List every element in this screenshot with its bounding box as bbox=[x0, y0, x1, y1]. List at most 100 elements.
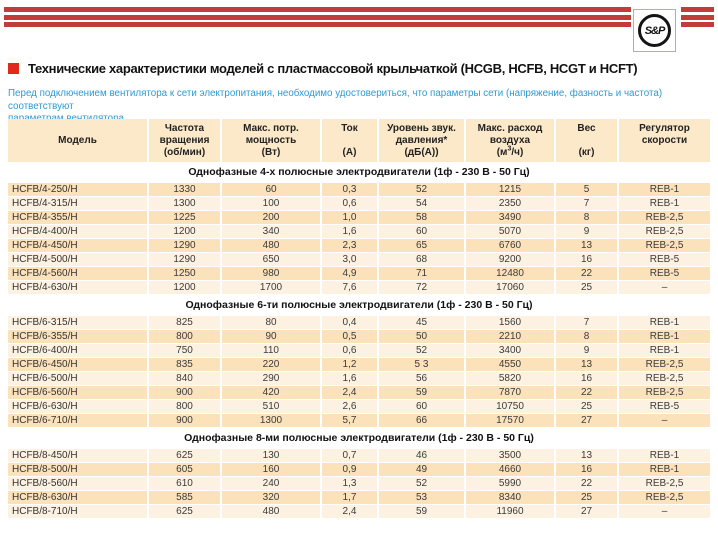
cell-airflow: 1215 bbox=[466, 183, 556, 196]
table-row: HCFB/8-500/H 605 160 0,9 49 4660 16 REB-1 bbox=[8, 463, 710, 477]
column-header-rpm: Частота вращения (об/мин) bbox=[149, 119, 222, 162]
cell-current: 4,9 bbox=[322, 267, 379, 280]
cell-current: 1,2 bbox=[322, 358, 379, 371]
cell-airflow: 3500 bbox=[466, 449, 556, 462]
cell-regulator: REB-2,5 bbox=[619, 358, 710, 371]
table-row: HCFB/4-400/H 1200 340 1,6 60 5070 9 REB-2,5 bbox=[8, 225, 710, 239]
red-stripe bbox=[4, 22, 631, 27]
cell-airflow: 5990 bbox=[466, 477, 556, 490]
cell-regulator: REB-1 bbox=[619, 330, 710, 343]
red-stripe bbox=[4, 7, 631, 12]
table-row: HCFB/8-710/H 625 480 2,4 59 11960 27– bbox=[8, 505, 710, 519]
sp-logo-text: S&P bbox=[644, 24, 666, 37]
cell-noise: 52 bbox=[379, 183, 466, 196]
cell-noise: 52 bbox=[379, 477, 466, 490]
cell-power: 110 bbox=[222, 344, 322, 357]
column-header-power: Макс. потр. мощность (Вт) bbox=[222, 119, 322, 162]
cell-current: 2,6 bbox=[322, 400, 379, 413]
cell-noise: 60 bbox=[379, 400, 466, 413]
cell-rpm: 835 bbox=[149, 358, 222, 371]
cell-power: 980 bbox=[222, 267, 322, 280]
cell-regulator: – bbox=[619, 505, 710, 518]
cell-model: HCFB/8-500/H bbox=[8, 463, 149, 476]
cell-noise: 58 bbox=[379, 211, 466, 224]
red-stripe bbox=[681, 7, 714, 12]
cell-model: HCFB/4-355/H bbox=[8, 211, 149, 224]
cell-rpm: 1200 bbox=[149, 225, 222, 238]
cell-regulator: REB-2,5 bbox=[619, 491, 710, 504]
cell-current: 0,6 bbox=[322, 344, 379, 357]
cell-model: HCFB/6-710/H bbox=[8, 414, 149, 427]
column-header-line: (А) bbox=[342, 147, 357, 158]
column-header-line: Регулятор bbox=[639, 123, 690, 134]
cell-model: HCFB/6-450/H bbox=[8, 358, 149, 371]
section-group-header: Однофазные 8-ми полюсные электродвигател… bbox=[8, 428, 710, 449]
cell-model: HCFB/4-500/H bbox=[8, 253, 149, 266]
cell-model: HCFB/4-400/H bbox=[8, 225, 149, 238]
table-row: HCFB/8-560/H 610 240 1,3 52 5990 22 REB-2,5 bbox=[8, 477, 710, 491]
cell-noise: 52 bbox=[379, 344, 466, 357]
cell-noise: 59 bbox=[379, 505, 466, 518]
cell-power: 340 bbox=[222, 225, 322, 238]
cell-model: HCFB/8-560/H bbox=[8, 477, 149, 490]
cell-weight: 5 bbox=[556, 183, 619, 196]
column-header-line: Частота bbox=[164, 123, 205, 134]
cell-current: 1,6 bbox=[322, 225, 379, 238]
cell-rpm: 1200 bbox=[149, 281, 222, 294]
warning-notice-line2: параметрам вентилятора. bbox=[8, 113, 712, 126]
table-row: HCFB/6-355/H 800 90 0,5 50 2210 8 REB-1 bbox=[8, 330, 710, 344]
cell-weight: 25 bbox=[556, 491, 619, 504]
cell-airflow: 6760 bbox=[466, 239, 556, 252]
cell-noise: 65 bbox=[379, 239, 466, 252]
cell-current: 0,9 bbox=[322, 463, 379, 476]
cell-weight: 27 bbox=[556, 414, 619, 427]
page-title: Технические характеристики моделей с пла… bbox=[28, 61, 638, 76]
cell-airflow: 4660 bbox=[466, 463, 556, 476]
table-row: HCFB/6-450/H 835 220 1,2 5 3 4550 13 REB-2,5 bbox=[8, 358, 710, 372]
red-stripe bbox=[4, 14, 631, 20]
cell-rpm: 825 bbox=[149, 316, 222, 329]
cell-model: HCFB/4-250/H bbox=[8, 183, 149, 196]
cell-airflow: 11960 bbox=[466, 505, 556, 518]
cell-airflow: 8340 bbox=[466, 491, 556, 504]
column-header-line: давления* bbox=[395, 135, 448, 146]
cell-current: 5,7 bbox=[322, 414, 379, 427]
cell-current: 2,3 bbox=[322, 239, 379, 252]
cell-rpm: 900 bbox=[149, 414, 222, 427]
cell-rpm: 1225 bbox=[149, 211, 222, 224]
cell-weight: 9 bbox=[556, 344, 619, 357]
cell-power: 510 bbox=[222, 400, 322, 413]
cell-weight: 22 bbox=[556, 267, 619, 280]
cell-regulator: REB-2,5 bbox=[619, 477, 710, 490]
table-row: HCFB/6-315/H 825 80 0,4 45 1560 7 REB-1 bbox=[8, 316, 710, 330]
section-group-header: Однофазные 6-ти полюсные электродвигател… bbox=[8, 295, 710, 316]
warning-notice: Перед подключением вентилятора к сети эл… bbox=[8, 88, 712, 126]
column-header-line: скорости bbox=[641, 135, 688, 146]
cell-rpm: 900 bbox=[149, 386, 222, 399]
cell-power: 420 bbox=[222, 386, 322, 399]
cell-current: 1,6 bbox=[322, 372, 379, 385]
column-header-line: Уровень звук. bbox=[387, 123, 456, 134]
cell-current: 0,3 bbox=[322, 183, 379, 196]
cell-power: 130 bbox=[222, 449, 322, 462]
cell-regulator: REB-1 bbox=[619, 316, 710, 329]
cell-noise: 46 bbox=[379, 449, 466, 462]
column-header-airflow: Макс. расход воздуха (м3/ч) bbox=[466, 119, 556, 162]
cell-weight: 22 bbox=[556, 386, 619, 399]
column-header-line: (Вт) bbox=[261, 147, 281, 158]
table-row: HCFB/6-710/H 900 1300 5,7 66 17570 27– bbox=[8, 414, 710, 428]
cell-regulator: REB-5 bbox=[619, 253, 710, 266]
cell-rpm: 800 bbox=[149, 400, 222, 413]
cell-airflow: 2210 bbox=[466, 330, 556, 343]
cell-weight: 13 bbox=[556, 449, 619, 462]
cell-power: 200 bbox=[222, 211, 322, 224]
cell-weight: 7 bbox=[556, 316, 619, 329]
table-header-row: Модель Частота вращения (об/мин) Макс. потр.… bbox=[8, 119, 710, 162]
cell-current: 1,3 bbox=[322, 477, 379, 490]
cell-noise: 54 bbox=[379, 197, 466, 210]
cell-power: 320 bbox=[222, 491, 322, 504]
cell-noise: 50 bbox=[379, 330, 466, 343]
cell-model: HCFB/4-630/H bbox=[8, 281, 149, 294]
cell-airflow: 9200 bbox=[466, 253, 556, 266]
cell-power: 220 bbox=[222, 358, 322, 371]
